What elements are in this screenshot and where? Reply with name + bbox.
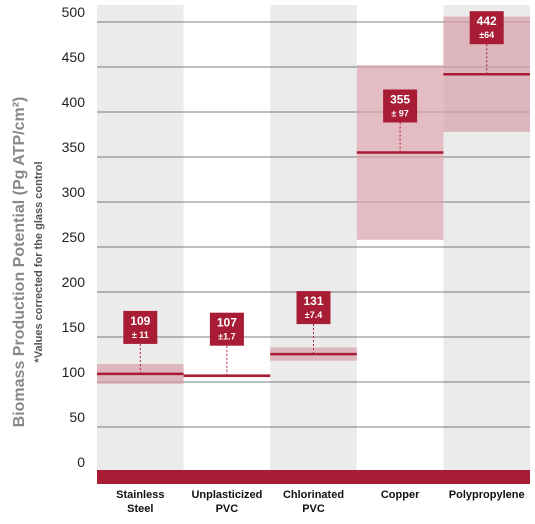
- x-tick-label: Polypropylene: [449, 489, 525, 501]
- x-tick-label: Unplasticized PVC: [191, 489, 262, 515]
- y-axis-title: Biomass Production Potential (Pg ATP/cm²…: [11, 97, 28, 428]
- y-tick-label: 250: [62, 229, 86, 245]
- error-label: ±7.4: [305, 310, 322, 320]
- y-tick-label: 50: [69, 409, 85, 425]
- x-tick-label: Stainless Steel: [116, 489, 164, 515]
- label-box: [469, 11, 504, 45]
- y-tick-label: 100: [62, 364, 86, 380]
- y-axis-note: *Values corrected for the glass control: [33, 161, 45, 362]
- error-label: ±64: [479, 30, 494, 40]
- error-label: ± 97: [391, 109, 408, 119]
- baseline-bar: [97, 470, 530, 484]
- label-box: [209, 312, 244, 346]
- error-label: ± 11: [132, 330, 149, 340]
- value-label: 107: [217, 316, 237, 330]
- y-tick-label: 450: [62, 49, 86, 65]
- y-tick-label: 300: [62, 184, 86, 200]
- value-label: 109: [130, 314, 150, 328]
- y-tick-label: 150: [62, 319, 86, 335]
- y-tick-label: 200: [62, 274, 86, 290]
- value-label: 442: [477, 14, 497, 28]
- label-box: [296, 291, 331, 325]
- error-label: ±1.7: [218, 332, 235, 342]
- value-label: 131: [303, 294, 323, 308]
- x-tick-label: Copper: [381, 489, 420, 501]
- column-shade: [97, 5, 184, 472]
- value-label: 355: [390, 93, 410, 107]
- label-box: [123, 310, 158, 344]
- y-tick-label: 350: [62, 139, 86, 155]
- y-tick-label: 500: [62, 4, 86, 20]
- y-tick-label: 0: [77, 454, 85, 470]
- column-shade: [270, 5, 357, 472]
- y-tick-label: 400: [62, 94, 86, 110]
- label-box: [383, 89, 418, 123]
- x-tick-label: Chlorinated PVC: [283, 489, 344, 515]
